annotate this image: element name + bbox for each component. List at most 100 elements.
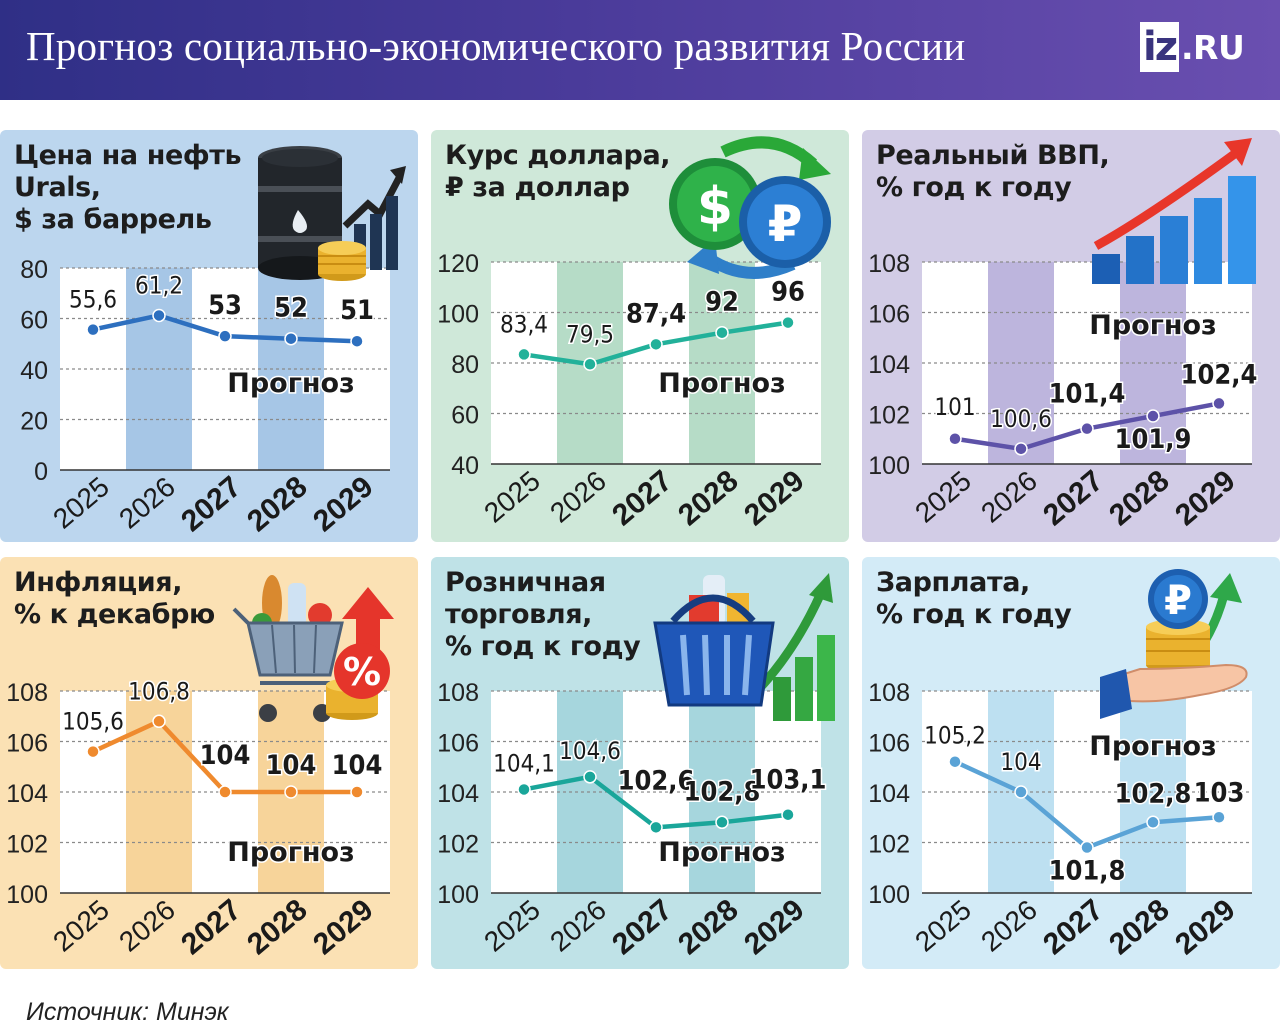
oil-price-title: Цена на нефть Urals, $ за баррель [14,140,242,235]
data-label-2026: 61,2 [135,271,183,299]
source-note: Источник: Минэк [26,998,229,1026]
data-label-2026: 79,5 [566,320,614,348]
data-label-2026: 104 [1000,748,1041,776]
panel-usd-rate: 40 60 80 100 120 83,4 79,5 87,4 92 96 2025 2026 2027… [431,130,849,542]
data-label-2027: 101,8 [1049,856,1126,887]
oil-barrel-icon [258,146,406,281]
data-point-2026 [1014,442,1028,456]
shopping-basket-icon [653,573,835,721]
data-point-2026 [1014,785,1028,799]
retail-title: Розничная торговля, % год к году [445,567,641,662]
header-banner: Прогноз социально-экономического развити… [0,0,1280,100]
page-title: Прогноз социально-экономического развити… [26,23,966,69]
data-point-2025 [517,347,531,362]
data-label-2029: 103,1 [750,765,827,796]
forecast-label: Прогноз [1089,731,1216,762]
usd-rate-title: Курс доллара, ₽ за доллар [445,140,671,203]
y-tick-label: 40 [20,357,48,385]
data-label-2029: 104 [332,750,383,781]
y-tick-label: 100 [437,881,479,909]
y-tick-label: 108 [868,250,910,278]
y-tick-label: 80 [451,351,479,379]
data-point-2029 [1212,396,1226,411]
y-tick-label: 60 [451,402,479,430]
logo-suffix: .RU [1181,27,1245,67]
y-tick-label: 104 [868,780,910,808]
data-point-2029 [1212,810,1226,824]
y-tick-label: 120 [437,250,479,278]
data-label-2029: 96 [771,277,805,308]
data-label-2026: 100,6 [990,405,1052,433]
data-label-2025: 104,1 [493,749,555,777]
y-tick-label: 102 [868,402,910,430]
y-tick-label: 108 [868,679,910,707]
y-tick-label: 40 [451,452,479,480]
data-label-2025: 105,6 [62,708,124,736]
forecast-label: Прогноз [658,837,785,868]
panel-inflation: 100 102 104 106 108 105,6 106,8 104 104 104 2025 20… [0,557,418,969]
iz-ru-logo[interactable]: iz .RU [1140,22,1245,72]
data-label-2029: 103 [1194,777,1245,808]
y-tick-label: 20 [20,408,48,436]
y-tick-label: 102 [868,831,910,859]
data-point-2029 [781,807,795,822]
y-tick-label: 106 [868,301,910,329]
panel-wage: 100 102 104 106 108 105,2 104 101,8 102,8 103 2025… [862,557,1280,969]
data-label-2027: 104 [200,740,251,771]
data-point-2026 [583,357,597,372]
y-tick-label: 106 [437,730,479,758]
data-point-2027 [649,820,663,835]
data-point-2028 [1146,815,1160,830]
y-tick-label: 106 [868,730,910,758]
y-tick-label: 104 [437,780,479,808]
y-tick-label: 100 [437,301,479,329]
data-point-2027 [1080,421,1094,436]
real-gdp-title: Реальный ВВП, % год к году [876,140,1110,203]
forecast-label: Прогноз [658,368,785,399]
data-point-2025 [948,754,962,769]
data-label-2025: 55,6 [69,286,117,314]
data-label-2027: 53 [208,290,242,321]
y-tick-label: 100 [6,881,48,909]
data-label-2028: 102,8 [1115,778,1192,809]
data-point-2028 [715,325,729,340]
y-tick-label: 102 [437,831,479,859]
forecast-label: Прогноз [227,368,354,399]
y-tick-label: 104 [868,351,910,379]
retail-chart: 100 102 104 106 108 104,1 104,6102,6102,8103,1… [431,557,849,969]
svg-text:₽: ₽ [1164,578,1192,624]
data-point-2025 [86,322,100,337]
svg-text:₽: ₽ [768,195,803,253]
data-label-2025: 105,2 [924,722,986,750]
data-point-2029 [350,334,364,348]
data-label-2026: 106,8 [128,677,190,705]
wage-title: Зарплата, % год к году [876,567,1072,630]
data-label-2025: 83,4 [500,310,548,338]
forecast-label: Прогноз [1089,310,1216,341]
currency-exchange-icon: $ ₽ [669,136,831,279]
data-point-2026 [152,714,166,729]
data-point-2025 [948,432,962,446]
shopping-cart-icon: % [232,575,394,722]
data-label-2028: 92 [705,287,739,318]
y-tick-label: 102 [6,831,48,859]
data-label-2029: 102,4 [1181,359,1258,390]
data-point-2028 [1146,409,1160,423]
data-label-2027: 87,4 [626,298,686,329]
data-point-2027 [218,785,232,799]
data-point-2028 [284,785,298,799]
svg-text:$: $ [697,177,733,237]
data-label-2028: 102,8 [684,776,761,807]
data-label-2028: 104 [266,750,317,781]
data-label-2028: 52 [274,293,308,324]
data-point-2026 [583,770,597,784]
y-tick-label: 0 [34,458,48,486]
y-tick-label: 80 [20,256,48,284]
y-tick-label: 60 [20,307,48,335]
data-point-2028 [284,331,298,346]
data-point-2025 [86,744,100,759]
